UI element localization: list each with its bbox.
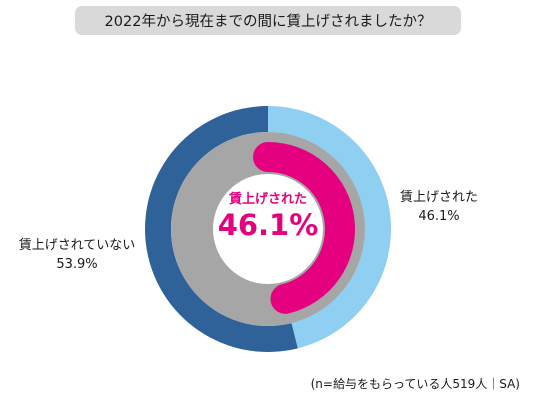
center-value: 46.1% [217,208,319,242]
slice-label-raised: 賃上げされた 46.1% [384,188,494,226]
chart-title: 2022年から現在までの間に賃上げされましたか？ [75,6,461,35]
slice-label-raised-value: 46.1% [418,209,460,224]
outer-ring-slice-1 [145,106,298,352]
slice-label-not-raised: 賃上げされていない 53.9% [4,236,150,274]
outer-ring-slice-0 [268,106,392,349]
slice-label-raised-name: 賃上げされた [399,190,478,205]
sample-note: (n=給与をもらっている人519人｜SA) [310,377,520,391]
inner-ring-slice-0 [253,142,355,314]
donut-hole [213,174,323,284]
slice-label-not-raised-value: 53.9% [56,257,98,272]
slice-label-not-raised-name: 賃上げされていない [18,238,136,253]
center-label: 賃上げされた [228,192,307,207]
